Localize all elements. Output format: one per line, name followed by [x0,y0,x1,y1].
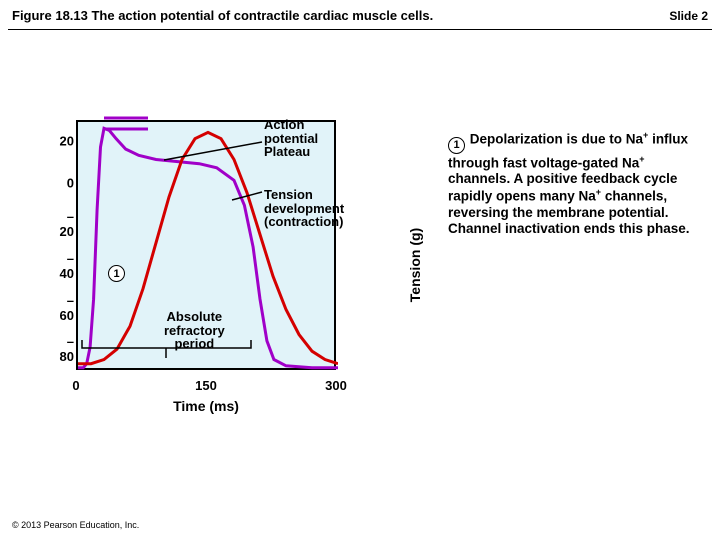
slide-number: Slide 2 [669,9,708,23]
phase-description: 1 Depolarization is due to Na+ influx th… [448,130,706,238]
callout-tension: Tension development (contraction) [264,188,344,229]
y-tick: – 80 [50,334,74,364]
content-area: Membrane potential (mV) Tension (g) 1 20… [0,30,720,480]
x-tick: 0 [72,378,79,393]
slide-page: Figure 18.13 The action potential of con… [0,0,720,540]
leader-tension [232,180,272,210]
y-tick: 20 [50,133,74,148]
figure-title: Figure 18.13 The action potential of con… [12,8,433,23]
chart: Membrane potential (mV) Tension (g) 1 20… [14,120,434,450]
x-axis-label: Time (ms) [76,398,336,414]
desc-term: Depolarization [470,132,563,147]
y-tick: – 60 [50,293,74,323]
y-tick: – 20 [50,209,74,239]
y-tick: – 40 [50,251,74,281]
phase-marker-1: 1 [108,265,125,282]
desc-phase-marker: 1 [448,137,465,154]
copyright: © 2013 Pearson Education, Inc. [12,520,139,530]
y-tick: 0 [50,175,74,190]
callout-refractory: Absolute refractory period [164,310,225,351]
title-bar: Figure 18.13 The action potential of con… [0,0,720,29]
x-tick: 150 [195,378,217,393]
leader-action-potential [164,138,264,168]
ap-mini-legend [104,114,174,144]
y2-axis-label: Tension (g) [407,228,423,302]
callout-action-potential: Action potential Plateau [264,118,318,159]
x-tick: 300 [325,378,347,393]
